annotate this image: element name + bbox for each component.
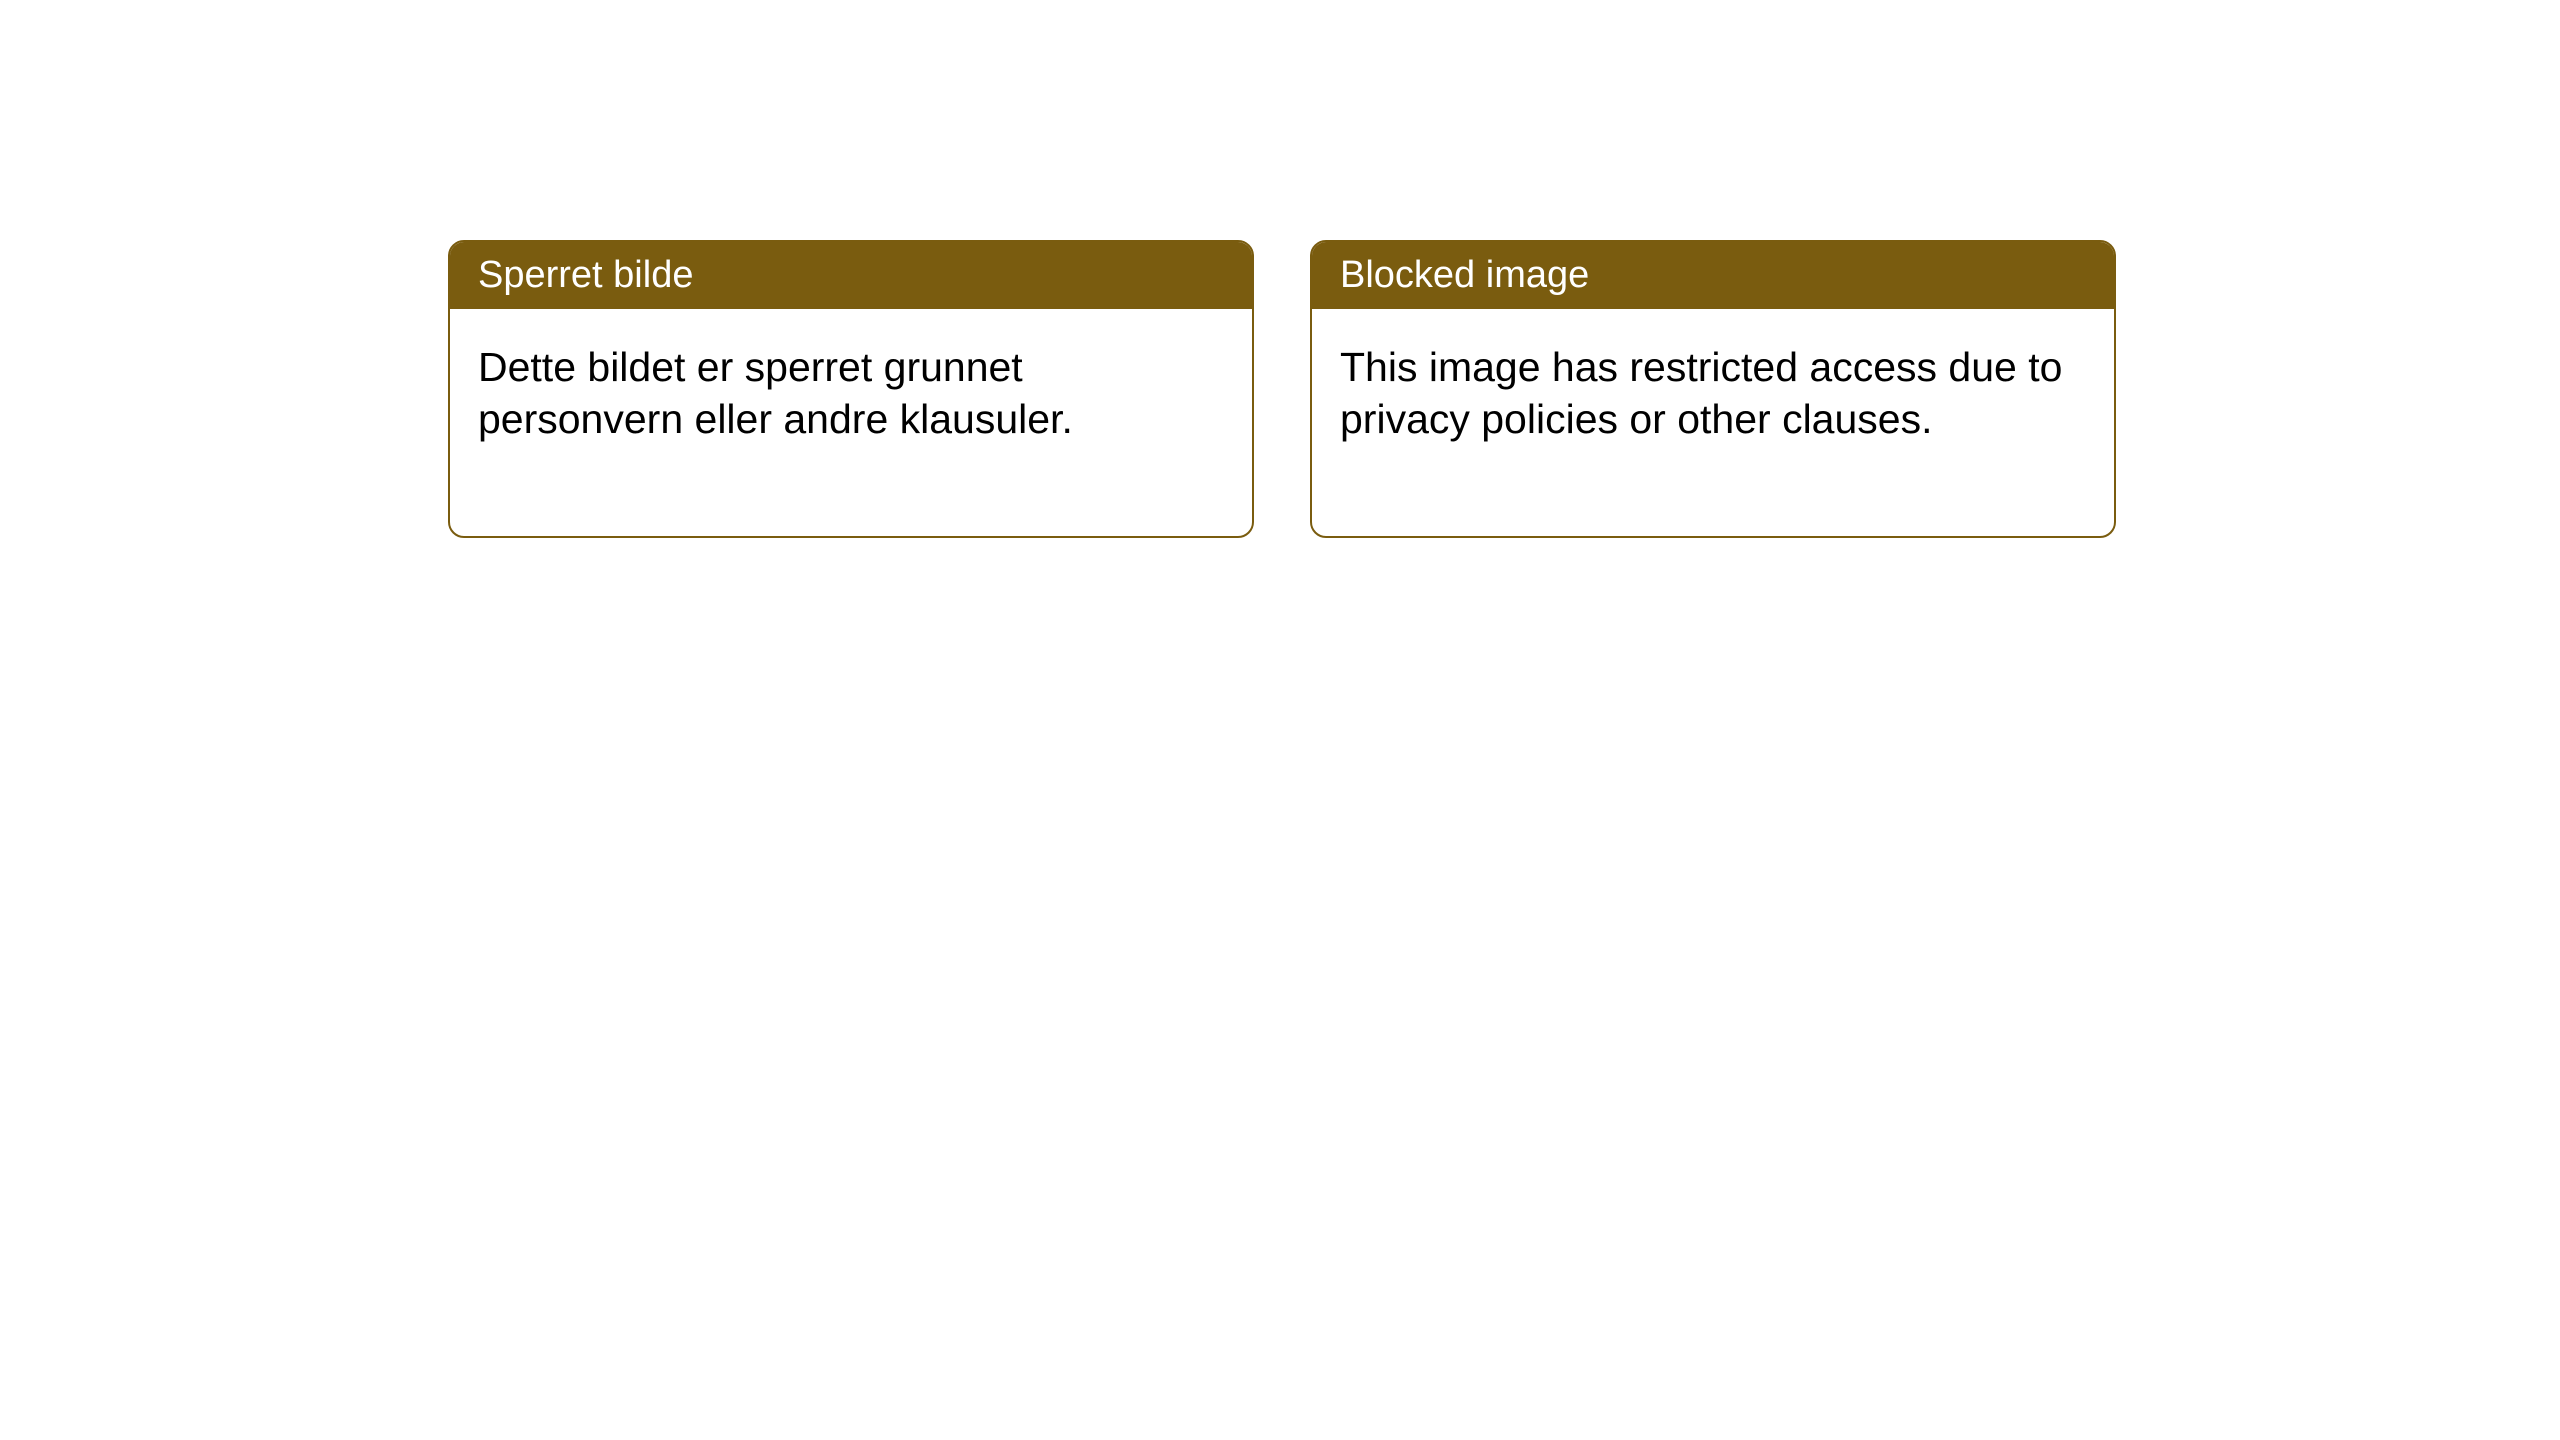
notice-card-norwegian: Sperret bilde Dette bildet er sperret gr… xyxy=(448,240,1254,538)
notice-cards-container: Sperret bilde Dette bildet er sperret gr… xyxy=(448,240,2116,538)
card-title: Sperret bilde xyxy=(450,242,1252,309)
notice-card-english: Blocked image This image has restricted … xyxy=(1310,240,2116,538)
card-body-text: This image has restricted access due to … xyxy=(1312,309,2114,536)
card-body-text: Dette bildet er sperret grunnet personve… xyxy=(450,309,1252,536)
card-title: Blocked image xyxy=(1312,242,2114,309)
